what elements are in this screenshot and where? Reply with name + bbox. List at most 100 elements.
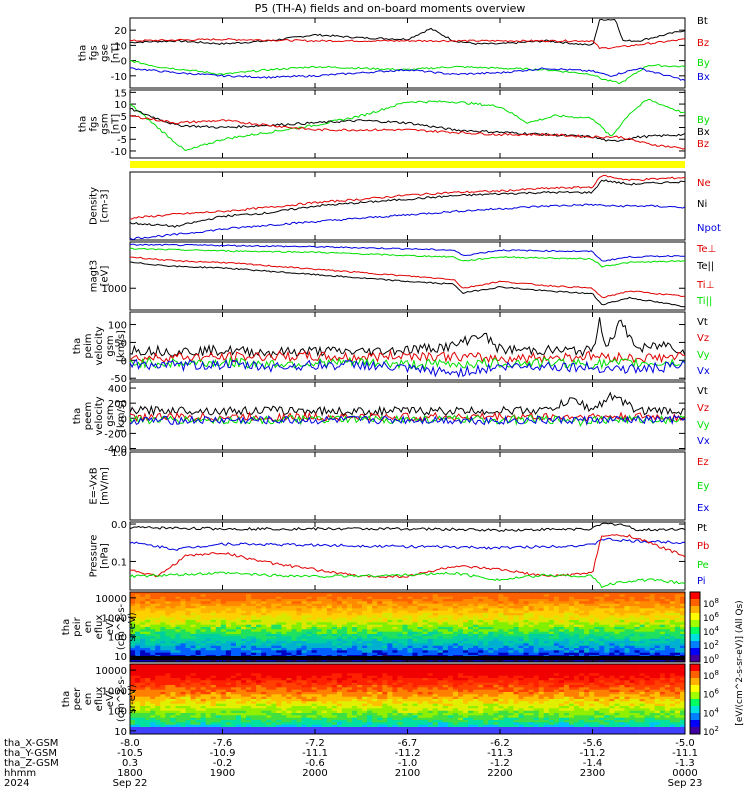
spectrogram-cell (523, 664, 529, 667)
spectrogram-cell (437, 594, 444, 597)
spectrogram-cell (170, 601, 176, 604)
spectrogram-cell (205, 596, 212, 600)
spectrogram-cell (624, 641, 630, 644)
spectrogram-cell (629, 675, 635, 679)
spectrogram-cell (458, 606, 464, 609)
spectrogram-cell (417, 645, 423, 649)
spectrogram-cell (130, 685, 136, 688)
spectrogram-cell (659, 613, 666, 616)
spectrogram-cell (584, 617, 590, 621)
spectrogram-cell (251, 622, 257, 625)
spectrogram-cell (180, 666, 186, 669)
spectrogram-cell (225, 641, 232, 644)
spectrogram-cell (205, 601, 212, 604)
spectrogram-cell (256, 643, 262, 646)
spectrogram-cell (306, 685, 312, 688)
spectrogram-cell (644, 652, 650, 656)
spectrogram-cell (463, 610, 469, 614)
spectrogram-cell (266, 620, 272, 623)
spectrogram-cell (442, 671, 449, 674)
spectrogram-cell (674, 682, 681, 686)
spectrogram-cell (296, 682, 302, 686)
spectrogram-cell (236, 615, 242, 618)
spectrogram-cell (452, 671, 459, 674)
spectrogram-cell (352, 599, 358, 602)
spectrogram-cell (145, 606, 151, 609)
spectrogram-cell (584, 682, 590, 686)
spectrogram-cell (483, 668, 489, 672)
spectrogram-cell (160, 601, 166, 604)
spectrogram-cell (483, 622, 489, 625)
spectrogram-cell (458, 652, 464, 656)
spectrogram-cell (311, 648, 317, 651)
spectrogram-cell (402, 678, 408, 681)
spectrogram-cell (442, 592, 449, 595)
spectrogram-cell (604, 666, 610, 669)
spectrogram-cell (513, 641, 519, 644)
spectrogram-cell (225, 606, 232, 609)
spectrogram-cell (145, 675, 151, 679)
spectrogram-cell (649, 664, 656, 667)
spectrogram-cell (180, 631, 186, 635)
spectrogram-cell (321, 687, 328, 690)
spectrogram-cell (543, 668, 550, 672)
spectrogram-cell (442, 610, 449, 614)
spectrogram-cell (417, 666, 423, 669)
legend-Ni: Ni (697, 199, 707, 210)
spectrogram-cell (594, 666, 600, 669)
spectrogram-cell (155, 620, 161, 623)
spectrogram-cell (352, 627, 358, 630)
spectrogram-cell (220, 664, 227, 667)
spectrogram-cell (518, 638, 524, 642)
spectrogram-cell (271, 603, 277, 607)
spectrogram-cell (553, 643, 560, 646)
spectrogram-cell (357, 608, 363, 611)
spectrogram-cell (538, 643, 545, 646)
spectrogram-cell (417, 592, 423, 595)
spectrogram-cell (619, 650, 625, 653)
spectrogram-cell (523, 631, 529, 635)
spectrogram-cell (589, 671, 595, 674)
spectrogram-cell (473, 617, 479, 621)
spectrogram-cell (473, 624, 479, 628)
spectrogram-cell (357, 673, 363, 676)
spectrogram-cell (155, 668, 161, 672)
spectrogram-cell (574, 596, 580, 600)
spectrogram-cell (447, 624, 454, 628)
spectrogram-cell (639, 668, 645, 672)
spectrogram-cell (447, 689, 454, 693)
spectrogram-cell (185, 606, 191, 609)
spectrogram-cell (442, 687, 449, 690)
spectrogram-cell (538, 594, 545, 597)
spectrogram-cell (599, 622, 605, 625)
spectrogram-cell (427, 617, 434, 621)
spectrogram-cell (321, 601, 328, 604)
spectrogram-cell (246, 629, 252, 632)
y-axis-label: [nT] (111, 43, 122, 63)
spectrogram-cell (296, 664, 302, 667)
spectrogram-cell (508, 666, 514, 669)
y-tick-label: -50 (111, 374, 127, 385)
spectrogram-cell (246, 622, 252, 625)
spectrogram-cell (412, 615, 418, 618)
spectrogram-cell (452, 603, 459, 607)
spectrogram-cell (372, 636, 378, 639)
spectrogram-cell (190, 643, 196, 646)
spectrogram-cell (458, 592, 464, 595)
spectrogram-cell (488, 680, 494, 683)
spectrogram-cell (155, 682, 161, 686)
spectrogram-cell (624, 689, 630, 693)
spectrogram-cell (599, 610, 605, 614)
spectrogram-cell (170, 599, 176, 602)
spectrogram-cell (442, 617, 449, 621)
spectrogram-cell (533, 592, 539, 595)
spectrogram-cell (624, 617, 630, 621)
spectrogram-cell (680, 610, 686, 614)
spectrogram-cell (589, 675, 595, 679)
spectrogram-cell (493, 664, 499, 667)
spectrogram-cell (604, 685, 610, 688)
spectrogram-cell (669, 645, 676, 649)
spectrogram-cell (347, 620, 353, 623)
spectrogram-cell (155, 652, 161, 656)
